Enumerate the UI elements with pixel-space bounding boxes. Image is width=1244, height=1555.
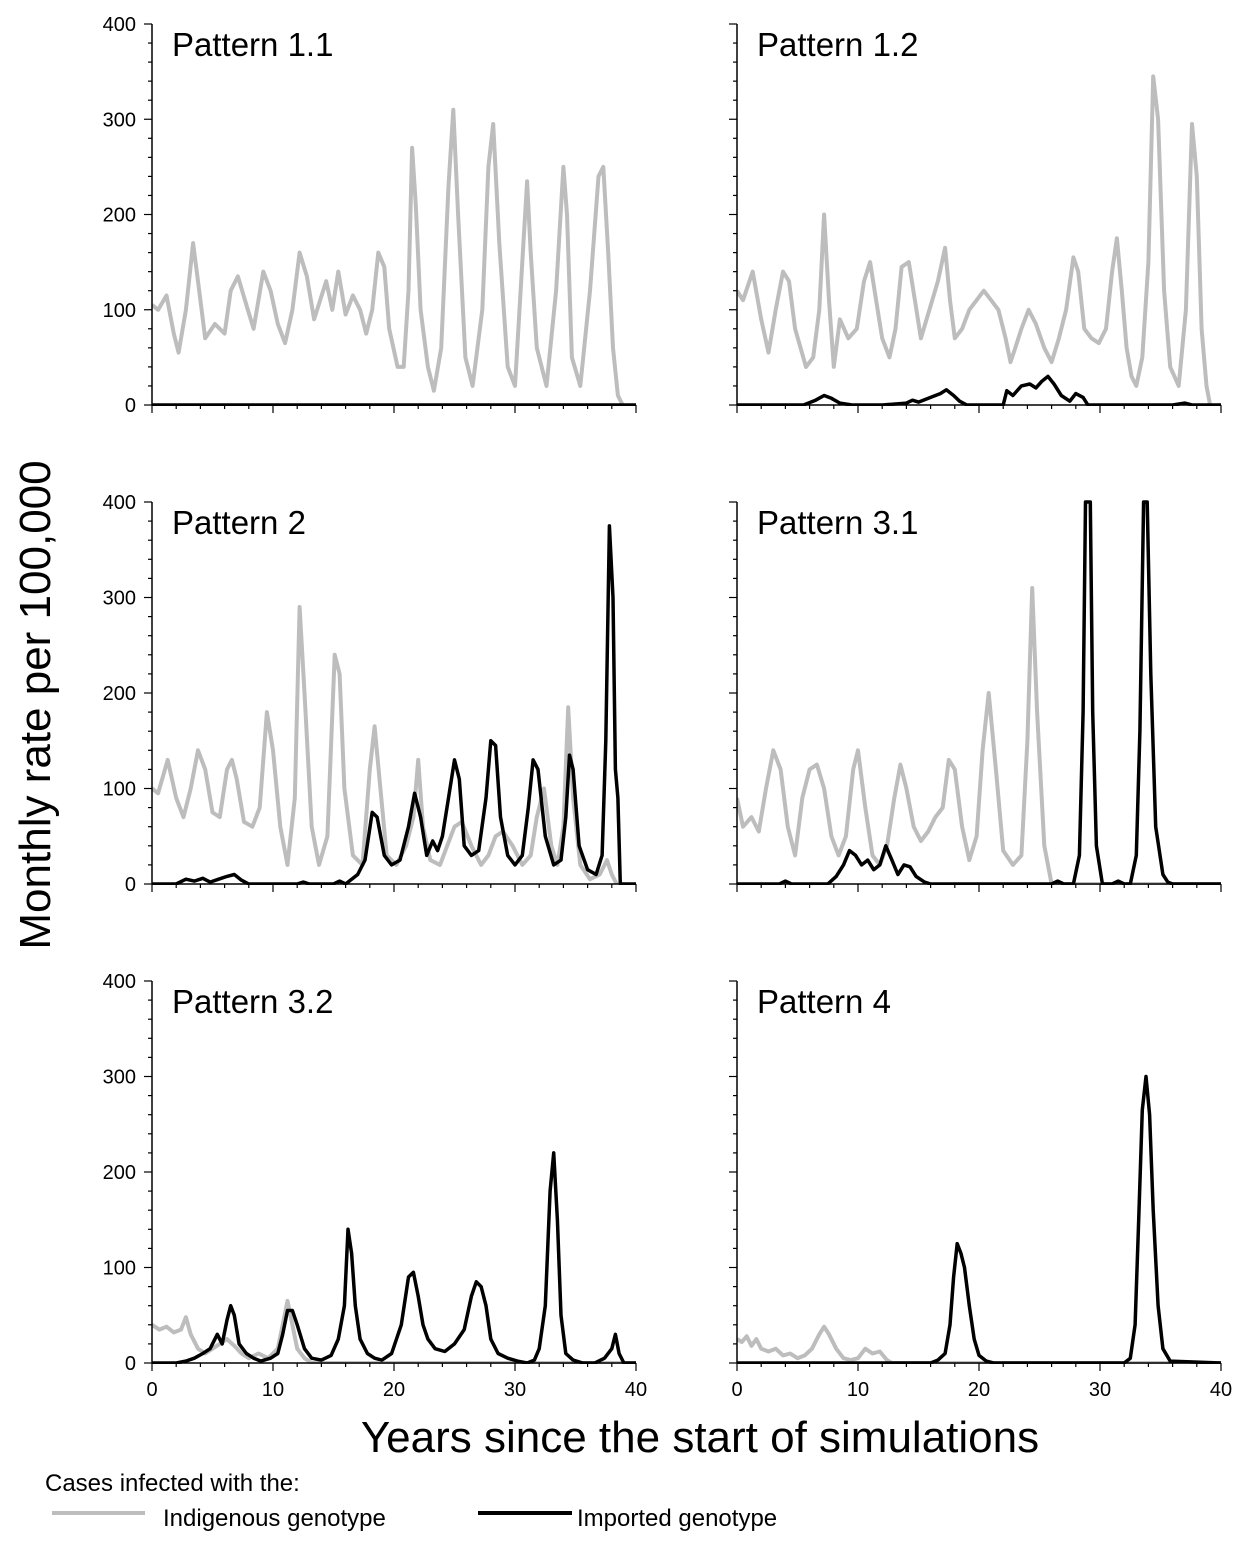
y-tick-label: 400	[103, 492, 136, 514]
y-tick-label: 300	[103, 1067, 136, 1089]
y-tick-label: 100	[103, 1258, 136, 1280]
indigenous-series-line	[737, 586, 1221, 885]
y-tick-label: 400	[103, 971, 136, 993]
y-tick-label: 0	[125, 874, 136, 896]
x-tick-label: 20	[383, 1379, 405, 1401]
y-tick-label: 300	[103, 109, 136, 131]
panel-1: 0 100 200 300 400 Pattern 1.1	[103, 14, 637, 417]
imported-series-line	[737, 1074, 1222, 1364]
panel-6: 0 10 20 30 40 Pattern 4	[729, 980, 1232, 1401]
x-tick-label: 10	[847, 1379, 869, 1401]
panel-title: Pattern 1.2	[757, 26, 918, 63]
panel-title: Pattern 4	[757, 983, 891, 1020]
x-tick-label: 40	[1210, 1379, 1232, 1401]
x-axis-title: Years since the start of simulations	[361, 1413, 1039, 1462]
y-tick-label: 400	[103, 14, 136, 36]
y-tick-label: 200	[103, 205, 136, 227]
panel-2: Pattern 1.2	[729, 23, 1222, 413]
y-tick-label: 200	[103, 683, 136, 705]
imported-series-line	[737, 500, 1221, 885]
y-tick-label: 200	[103, 1162, 136, 1184]
x-tick-label: 10	[262, 1379, 284, 1401]
indigenous-series-line	[152, 1298, 636, 1364]
y-tick-label: 0	[125, 1353, 136, 1375]
y-tick-label: 100	[103, 779, 136, 801]
panel-4: Pattern 3.1	[729, 500, 1222, 892]
legend-label-indigenous: Indigenous genotype	[163, 1505, 386, 1532]
y-tick-label: 0	[125, 395, 136, 417]
x-tick-label: 20	[968, 1379, 990, 1401]
imported-series-line	[737, 374, 1221, 406]
panel-title: Pattern 2	[172, 504, 306, 541]
x-tick-label: 0	[146, 1379, 157, 1401]
imported-series-line	[152, 524, 636, 885]
y-axis-title: Monthly rate per 100,000	[11, 460, 60, 949]
panel-title: Pattern 1.1	[172, 26, 333, 63]
indigenous-series-line	[152, 107, 625, 406]
x-tick-label: 40	[625, 1379, 647, 1401]
panel-title: Pattern 3.1	[757, 504, 918, 541]
legend-title: Cases infected with the:	[45, 1470, 300, 1497]
panel-3: 0 100 200 300 400 Pattern 2	[103, 492, 637, 896]
x-tick-label: 0	[731, 1379, 742, 1401]
x-tick-label: 30	[1089, 1379, 1111, 1401]
panel-title: Pattern 3.2	[172, 983, 333, 1020]
indigenous-series-line	[737, 74, 1213, 406]
x-tick-label: 30	[504, 1379, 526, 1401]
legend-label-imported: Imported genotype	[577, 1505, 777, 1532]
y-tick-label: 300	[103, 588, 136, 610]
imported-series-line	[152, 1151, 636, 1364]
legend: Cases infected with the: Indigenous geno…	[45, 1470, 777, 1532]
y-tick-label: 100	[103, 300, 136, 322]
indigenous-series-line	[152, 605, 619, 885]
panel-5: 0 100 200 300 400 0 10 20 30 40 Pattern 3.2	[103, 971, 648, 1401]
indigenous-series-line	[737, 1324, 1221, 1364]
